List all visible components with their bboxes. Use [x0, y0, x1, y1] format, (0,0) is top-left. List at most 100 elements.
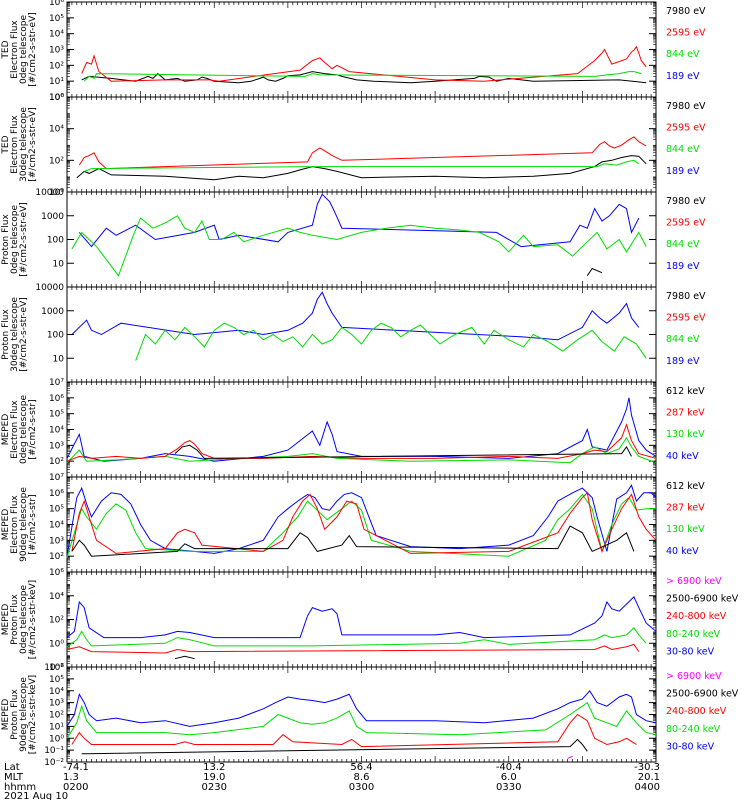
series-line [66, 397, 657, 462]
series-line [174, 444, 632, 459]
footer-hhmm-label: hhmm [4, 782, 36, 793]
y-tick-label: 1000 [41, 212, 64, 222]
series-line [66, 689, 657, 727]
y-axis-label-line: Proton Flux [10, 594, 20, 645]
legend-entry: 30-80 keV [666, 646, 715, 657]
legend-entry: 130 keV [666, 524, 705, 535]
y-axis-label-line: [#/cm2-s-str-keV] [28, 580, 38, 659]
legend-entry: 189 eV [666, 166, 700, 177]
footer-mlt-value: 20.1 [638, 772, 660, 783]
legend-entry: 844 eV [666, 49, 700, 60]
y-tick-label: 10⁰ [49, 93, 64, 103]
y-axis-label-line: Proton Flux [10, 689, 20, 740]
panel-2: 10⁰ 10² 10⁴ 10⁶ TEDElectron Flux30deg telesc… [1, 93, 706, 198]
y-tick-label: 10³ [49, 441, 64, 451]
footer-mlt-value: 1.3 [63, 772, 79, 783]
legend-entry: 2500-6900 keV [666, 594, 739, 605]
footer-mlt-value: 19.0 [203, 772, 225, 783]
legend-entry: 2595 eV [666, 313, 706, 324]
legend-entry: 189 eV [666, 261, 700, 272]
y-tick-label: 10⁶ [49, 489, 64, 499]
series-line [66, 627, 647, 648]
y-axis-label-line: [#/cm2-s-str-eV] [19, 202, 29, 277]
series-line [66, 701, 657, 739]
y-axis-label-line: Proton Flux [1, 214, 11, 265]
y-axis-label: MEPEDProton Flux0deg telescope[#/cm2-s-s… [1, 580, 38, 659]
y-axis-label: TEDElectron Flux30deg telescope[#/cm2-s-… [1, 107, 38, 182]
y-axis-label-line: [#/cm2-s-str-eV] [28, 12, 38, 87]
y-tick-label: 10⁷ [49, 473, 64, 483]
y-tick-label: 10² [49, 61, 64, 71]
legend-entry: 80-240 keV [666, 724, 721, 735]
legend-entry: 189 eV [666, 356, 700, 367]
y-tick-label: 10⁵ [49, 505, 64, 515]
y-axis-label-line: 90deg telescope [19, 677, 29, 752]
y-axis-label-line: 30deg telescope [10, 297, 20, 372]
y-axis-label-line: [#/cm2-s-str] [28, 399, 38, 459]
footer-hhmm-value: 0330 [496, 782, 521, 793]
series-line [66, 493, 656, 558]
legend-entry: 844 eV [666, 144, 700, 155]
series-line [66, 484, 657, 557]
legend-entry: 287 keV [666, 408, 705, 419]
legend-entry: 2595 eV [666, 218, 706, 229]
legend-entry: 130 keV [666, 429, 705, 440]
series-line [586, 267, 603, 276]
y-tick-label: 10⁰ [49, 639, 64, 649]
series-line [81, 45, 647, 82]
panel-1: 10⁰ 10¹ 10² 10³ 10⁴ 10⁵ 10⁶ TEDElectron Flux0de… [1, 0, 706, 103]
y-axis-label-line: TED [1, 40, 11, 59]
y-tick-label: 10³ [49, 536, 64, 546]
y-axis-label: MEPEDElectron Flux90deg telescope[#/cm2-… [1, 487, 38, 562]
y-tick-label: 10⁴ [49, 125, 64, 135]
legend-entry: 612 keV [666, 481, 705, 492]
legend-entry: 80-240 keV [666, 629, 721, 640]
y-axis-label-line: MEPED [1, 414, 11, 446]
legend-entry: 612 keV [666, 386, 705, 397]
y-tick-label: 10⁻² [44, 758, 64, 768]
y-axis-label: MEPEDProton Flux90deg telescope[#/cm2-s-… [1, 675, 38, 754]
series-line [76, 155, 647, 181]
legend-entry: 7980 eV [666, 6, 706, 17]
footer-lat-value: 56.4 [350, 762, 372, 773]
y-tick-label: 10¹ [49, 77, 64, 87]
footer-hhmm-value: 0400 [635, 782, 660, 793]
panel-frame [66, 1, 657, 98]
y-tick-label: 10² [49, 711, 64, 721]
footer-hhmm-value: 0230 [202, 782, 227, 793]
y-tick-label: 100 [47, 331, 64, 341]
footer-lat-label: Lat [4, 762, 20, 773]
y-tick-label: 10⁴ [49, 687, 64, 697]
y-axis-label-line: Electron Flux [10, 20, 20, 79]
y-axis-label-line: 0deg telescope [19, 585, 29, 655]
y-axis-label-line: 0deg telescope [10, 205, 20, 275]
y-tick-label: 10 [53, 354, 65, 364]
y-tick-label: 10⁻² [44, 663, 64, 673]
y-axis-label-line: 0deg telescope [19, 395, 29, 465]
y-axis-label-line: MEPED [1, 509, 11, 541]
y-tick-label: 10⁴ [49, 30, 64, 40]
legend-entry: 287 keV [666, 503, 705, 514]
series-line [71, 525, 635, 557]
series-line [567, 755, 573, 759]
y-tick-label: 10⁶ [49, 394, 64, 404]
footer-lat-value: -74.1 [63, 762, 89, 773]
y-tick-label: 10000 [35, 283, 64, 293]
y-axis-label-line: Proton Flux [1, 309, 11, 360]
series-line [83, 71, 642, 82]
y-tick-label: 10⁶ [49, 0, 64, 8]
panel-5: 10² 10³ 10⁴ 10⁵ 10⁶ 10⁷ MEPEDElectron Flux0deg… [1, 378, 705, 478]
panel-frame [66, 476, 657, 573]
series-line [66, 596, 657, 639]
y-tick-label: 10⁴ [49, 592, 64, 602]
y-axis-label: Proton Flux0deg telescope[#/cm2-s-str-eV… [1, 202, 29, 277]
panel-3: 10 100 1000 10000 Proton Flux0deg telescope[… [1, 188, 706, 288]
y-tick-label: 10⁴ [49, 521, 64, 531]
y-axis-label-line: Electron Flux [10, 115, 20, 174]
y-tick-label: 10³ [49, 699, 64, 709]
y-axis-label-line: [#/cm2-s-str-keV] [28, 675, 38, 754]
series-line [81, 738, 588, 755]
panel-6: 10² 10³ 10⁴ 10⁵ 10⁶ 10⁷ MEPEDElectron Flux90de… [1, 473, 705, 573]
